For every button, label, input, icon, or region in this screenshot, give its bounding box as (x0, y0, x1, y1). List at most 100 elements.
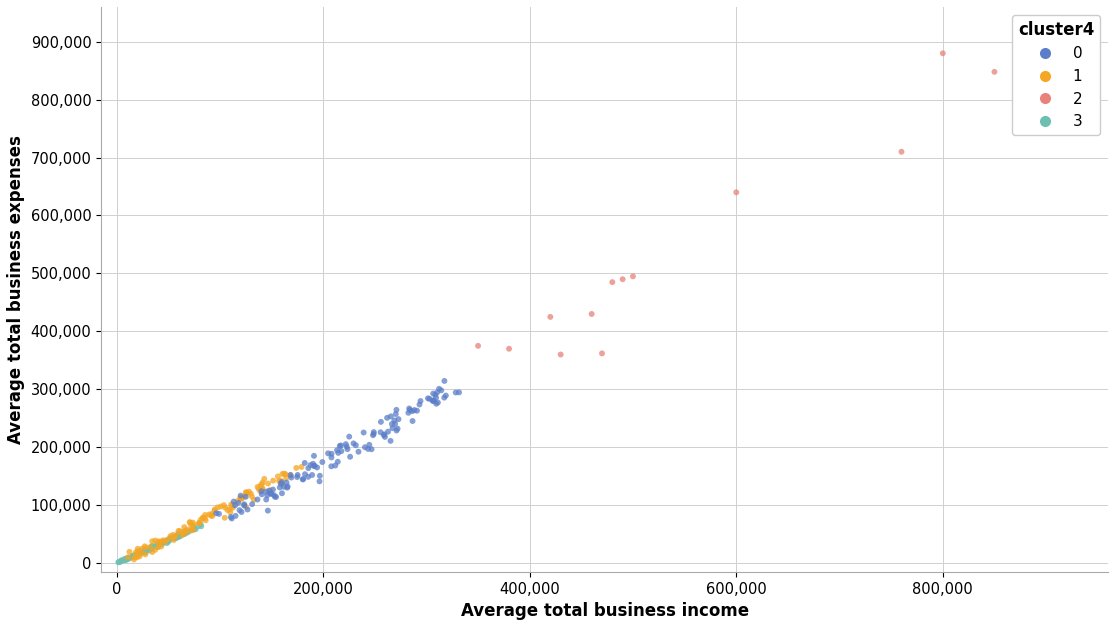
1 (175, 522, 193, 532)
0 (437, 391, 455, 401)
2 (593, 349, 611, 359)
0 (428, 387, 446, 398)
0 (340, 431, 358, 441)
1 (120, 547, 138, 557)
1 (254, 477, 272, 487)
1 (184, 525, 202, 535)
1 (196, 513, 214, 523)
3 (162, 534, 180, 544)
3 (119, 554, 137, 564)
1 (164, 532, 182, 542)
0 (226, 511, 244, 521)
0 (404, 406, 421, 416)
2 (552, 349, 570, 359)
1 (288, 463, 306, 473)
0 (328, 445, 346, 455)
1 (192, 515, 210, 525)
0 (301, 460, 319, 470)
1 (222, 500, 240, 510)
3 (166, 533, 184, 543)
1 (128, 552, 146, 562)
0 (331, 441, 349, 451)
1 (233, 493, 251, 503)
1 (191, 518, 209, 528)
1 (143, 536, 161, 546)
0 (429, 398, 447, 408)
3 (193, 521, 211, 531)
0 (389, 414, 407, 424)
1 (231, 493, 249, 503)
1 (203, 511, 221, 521)
1 (129, 546, 147, 556)
3 (175, 529, 193, 539)
3 (118, 554, 136, 564)
0 (275, 482, 293, 492)
1 (224, 500, 242, 510)
3 (128, 549, 146, 559)
3 (190, 521, 207, 531)
1 (162, 531, 180, 541)
3 (117, 555, 135, 565)
3 (158, 538, 176, 548)
0 (381, 436, 399, 446)
1 (242, 488, 260, 498)
0 (289, 470, 307, 480)
0 (243, 499, 261, 509)
0 (279, 482, 297, 492)
0 (371, 427, 389, 437)
3 (161, 534, 178, 544)
3 (113, 556, 130, 566)
3 (156, 537, 174, 547)
3 (109, 557, 127, 567)
1 (182, 521, 200, 531)
1 (239, 488, 256, 498)
2 (542, 312, 560, 322)
1 (136, 549, 154, 559)
3 (143, 542, 161, 552)
3 (143, 541, 161, 551)
1 (185, 520, 203, 530)
0 (399, 408, 417, 418)
3 (143, 544, 161, 554)
0 (420, 394, 438, 404)
3 (184, 524, 202, 534)
2 (727, 187, 745, 198)
0 (271, 482, 289, 492)
0 (225, 497, 243, 507)
3 (167, 533, 185, 543)
3 (135, 545, 153, 556)
3 (155, 537, 173, 547)
0 (259, 490, 277, 500)
3 (127, 550, 145, 560)
0 (376, 432, 394, 442)
3 (124, 551, 142, 561)
1 (272, 475, 290, 485)
1 (237, 488, 255, 498)
1 (177, 526, 195, 536)
1 (152, 537, 169, 547)
0 (386, 419, 404, 429)
0 (424, 396, 442, 406)
1 (245, 495, 263, 505)
0 (410, 399, 428, 409)
0 (436, 376, 454, 386)
1 (273, 478, 291, 488)
X-axis label: Average total business income: Average total business income (460, 602, 748, 620)
1 (222, 507, 240, 517)
2 (613, 274, 631, 284)
1 (174, 530, 192, 540)
3 (149, 539, 167, 549)
3 (115, 554, 133, 564)
3 (166, 534, 184, 544)
3 (174, 527, 192, 537)
2 (986, 67, 1004, 77)
1 (127, 547, 145, 557)
1 (264, 476, 282, 486)
0 (260, 486, 278, 496)
1 (133, 548, 151, 558)
2 (501, 344, 518, 354)
1 (194, 512, 212, 522)
3 (129, 550, 147, 560)
1 (259, 478, 277, 488)
1 (173, 529, 191, 539)
